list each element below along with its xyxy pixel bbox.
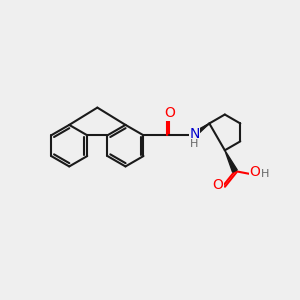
Text: O: O <box>213 178 224 193</box>
Text: O: O <box>250 166 260 179</box>
Text: N: N <box>189 127 200 141</box>
Polygon shape <box>225 150 237 172</box>
Text: O: O <box>164 106 175 120</box>
Polygon shape <box>192 124 209 137</box>
Text: H: H <box>261 169 269 179</box>
Text: H: H <box>190 139 199 149</box>
